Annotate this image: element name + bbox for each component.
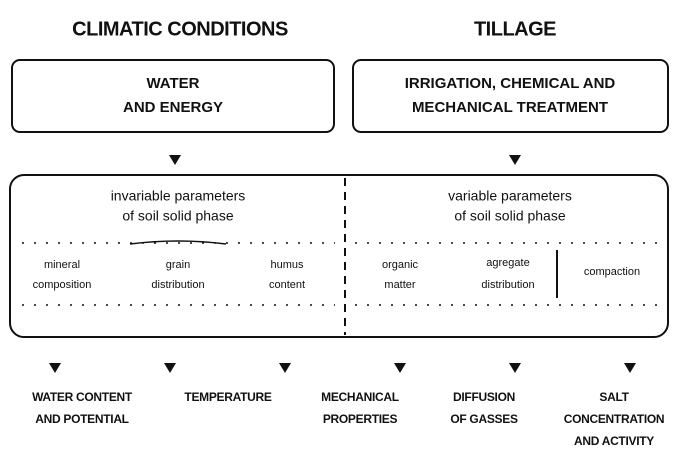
box-left-line: AND ENERGY — [123, 99, 223, 116]
item: organic — [382, 259, 419, 271]
item: matter — [384, 279, 416, 291]
parameters-frame — [9, 174, 669, 338]
item: mineral — [44, 259, 80, 271]
header-left: CLIMATIC CONDITIONS — [72, 18, 288, 40]
param-title: invariable parameters — [111, 188, 246, 204]
header-right: TILLAGE — [474, 18, 556, 40]
bracket — [129, 240, 227, 245]
item: grain — [166, 259, 190, 271]
item: agregate — [486, 257, 529, 269]
item: compaction — [584, 266, 640, 278]
outcome: CONCENTRATION — [564, 412, 665, 426]
box-right-line: MECHANICAL TREATMENT — [412, 99, 608, 116]
param-title: of soil solid phase — [122, 208, 234, 224]
outcome: AND ACTIVITY — [574, 434, 654, 448]
arrows — [49, 363, 636, 373]
item: composition — [33, 279, 92, 291]
outcome: WATER CONTENT — [32, 390, 133, 404]
box-left-line: WATER — [146, 75, 199, 92]
item: distribution — [481, 279, 534, 291]
item: distribution — [151, 279, 204, 291]
outcome: OF GASSES — [450, 412, 518, 426]
arrow — [509, 155, 521, 165]
outcome: TEMPERATURE — [184, 390, 271, 404]
param-title: variable parameters — [448, 188, 572, 204]
box-right — [352, 59, 669, 133]
item: content — [269, 279, 305, 291]
outcome: DIFFUSION — [453, 390, 515, 404]
param-title: of soil solid phase — [454, 208, 566, 224]
arrow — [169, 155, 181, 165]
box-left — [11, 59, 335, 133]
outcome: MECHANICAL — [321, 390, 399, 404]
outcome: PROPERTIES — [323, 412, 398, 426]
dotted-outline — [22, 242, 660, 306]
item: humus — [270, 259, 304, 271]
outcome: AND POTENTIAL — [35, 412, 128, 426]
outcome: SALT — [599, 390, 629, 404]
box-right-line: IRRIGATION, CHEMICAL AND — [405, 75, 616, 92]
